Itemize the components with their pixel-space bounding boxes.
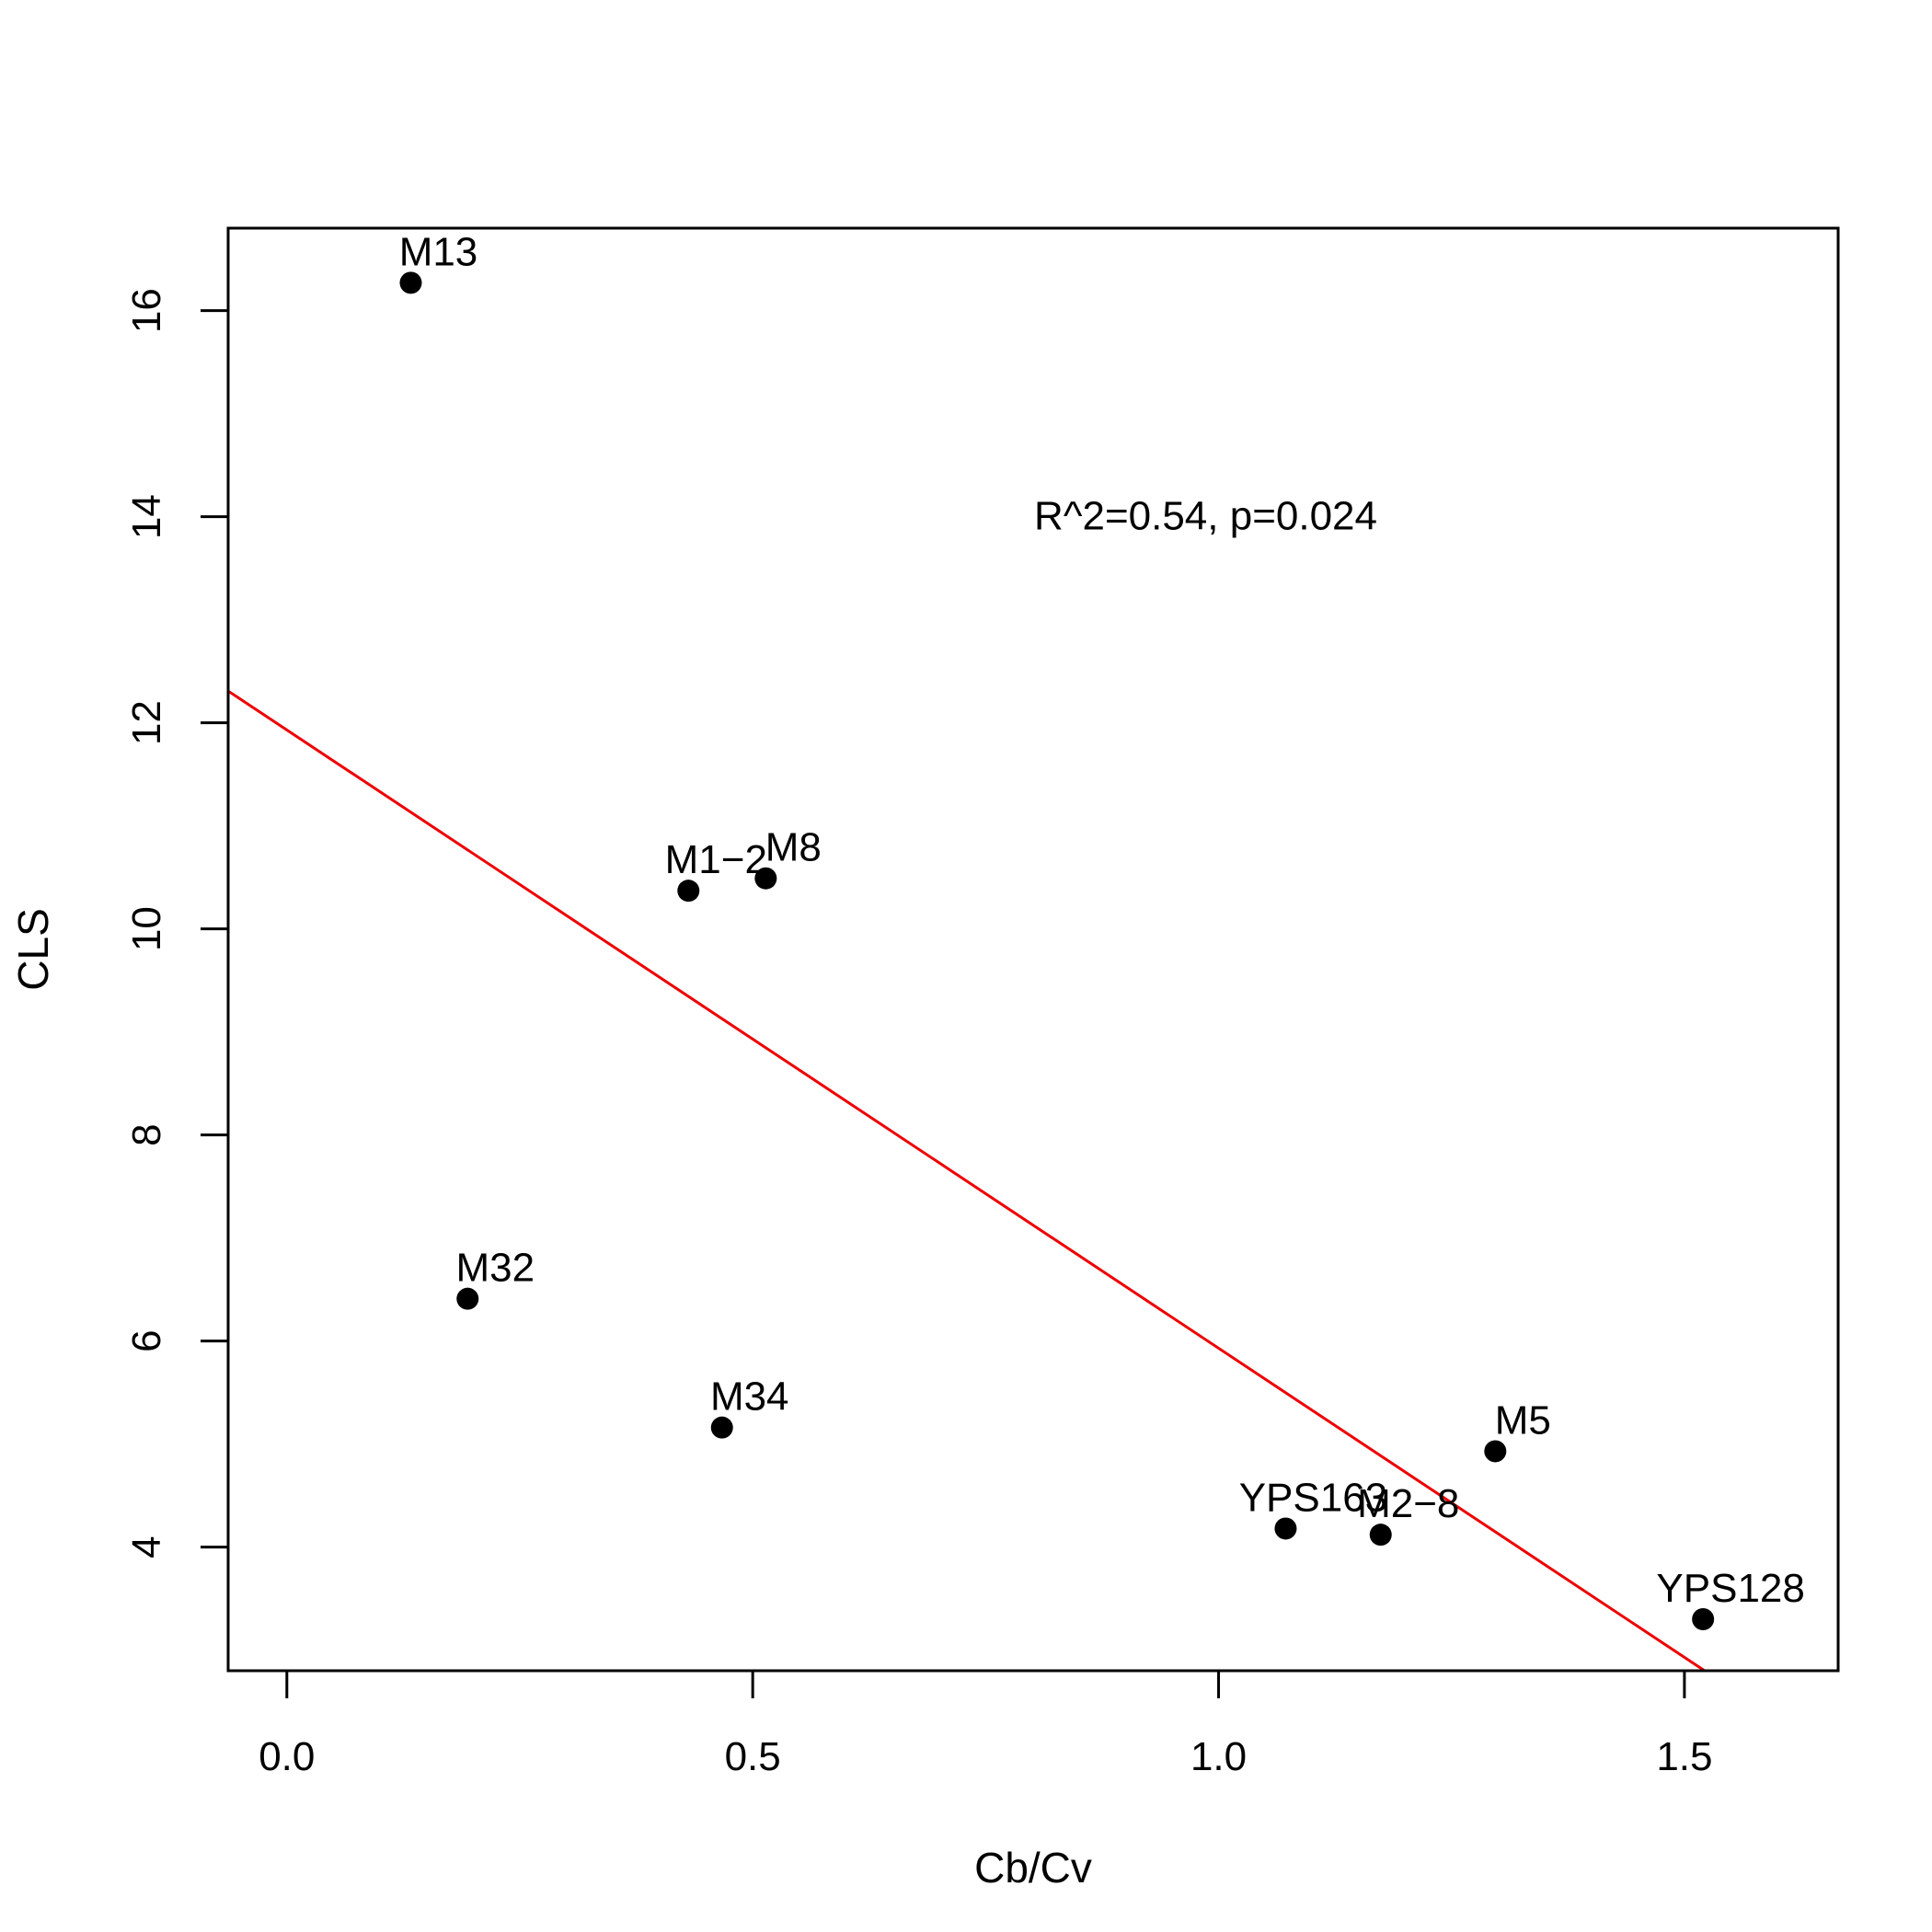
x-tick-label: 0.5 xyxy=(725,1734,781,1779)
regression-line xyxy=(228,689,1708,1671)
point-label: M13 xyxy=(399,229,478,274)
point-label: M2−8 xyxy=(1357,1481,1459,1526)
x-axis-title: Cb/Cv xyxy=(974,1844,1092,1892)
point-label: M8 xyxy=(765,825,822,870)
y-tick-label: 6 xyxy=(124,1329,169,1351)
y-tick-label: 8 xyxy=(124,1123,169,1145)
point-label: YPS163 xyxy=(1239,1475,1387,1520)
plot-frame xyxy=(226,226,1840,1673)
point-label: M1−2 xyxy=(665,837,767,882)
data-point xyxy=(1274,1517,1297,1540)
data-point xyxy=(710,1416,733,1439)
x-tick-label: 1.0 xyxy=(1190,1734,1247,1779)
data-point xyxy=(1369,1524,1392,1547)
data-point xyxy=(1692,1608,1715,1630)
data-point xyxy=(399,271,422,294)
point-label: M5 xyxy=(1495,1397,1551,1443)
y-tick-label: 14 xyxy=(124,494,169,539)
data-point xyxy=(677,880,700,903)
y-tick-label: 4 xyxy=(124,1535,169,1558)
data-point xyxy=(754,867,777,890)
x-tick-label: 1.5 xyxy=(1656,1734,1712,1779)
stats-annotation: R^2=0.54, p=0.024 xyxy=(1034,494,1377,539)
y-axis-title: CLS xyxy=(9,908,57,990)
point-label: M34 xyxy=(710,1374,789,1420)
data-point xyxy=(1484,1440,1507,1463)
y-tick-label: 10 xyxy=(124,906,169,951)
data-point xyxy=(456,1287,479,1310)
point-label: M32 xyxy=(455,1246,535,1291)
y-tick-label: 16 xyxy=(124,288,169,333)
y-tick-label: 12 xyxy=(124,700,169,745)
point-label: YPS128 xyxy=(1656,1566,1804,1611)
x-tick-label: 0.0 xyxy=(259,1734,315,1779)
